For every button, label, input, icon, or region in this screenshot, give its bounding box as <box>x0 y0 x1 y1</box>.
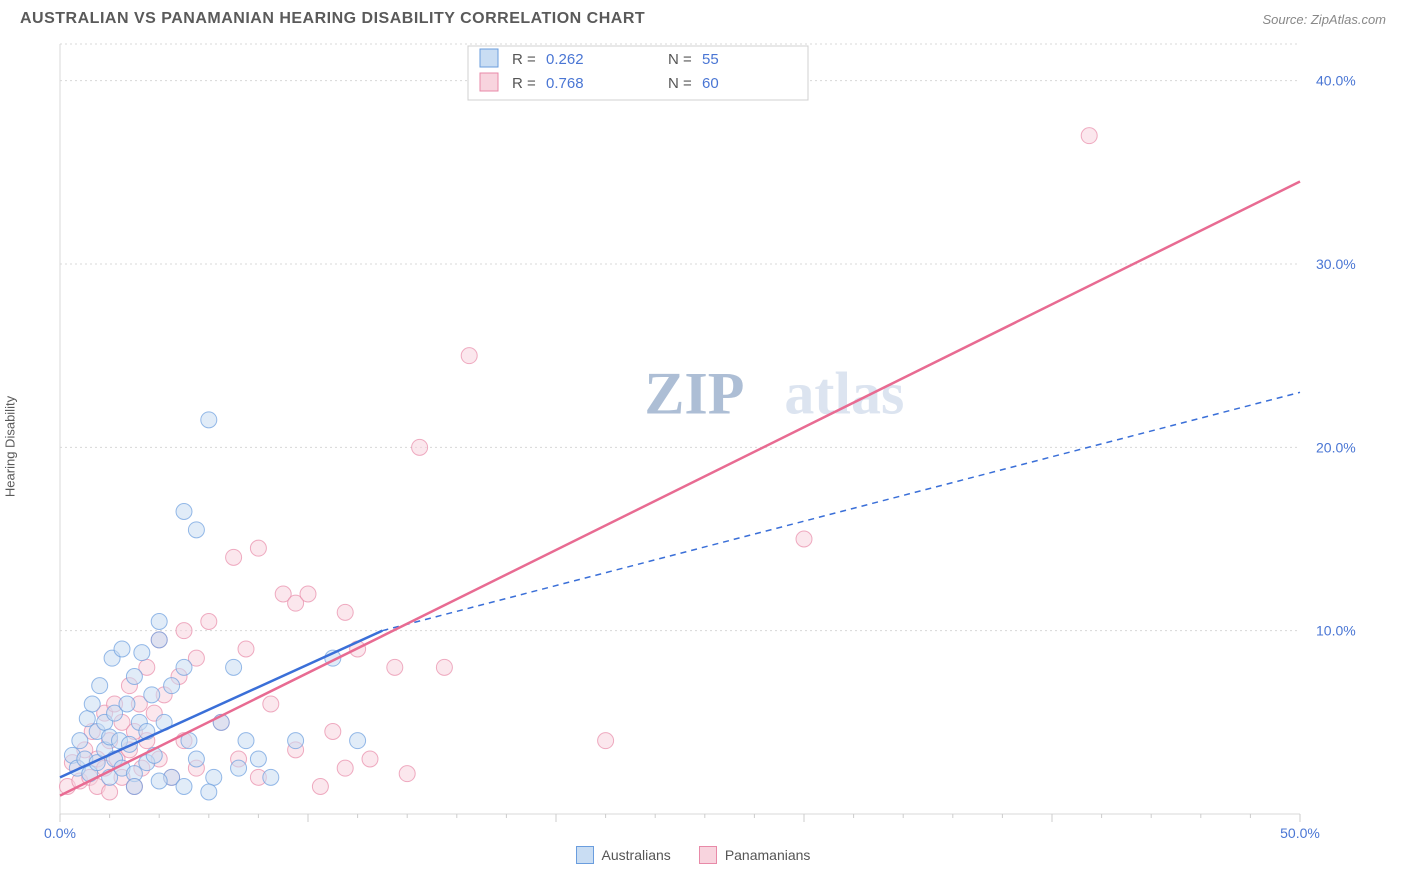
data-point <box>1081 128 1097 144</box>
data-point <box>144 687 160 703</box>
data-point <box>164 678 180 694</box>
trend-line-panamanians <box>60 182 1300 796</box>
legend-swatch <box>480 73 498 91</box>
legend-swatch <box>699 846 717 864</box>
data-point <box>598 733 614 749</box>
legend-r-value: 0.262 <box>546 51 584 68</box>
data-point <box>72 733 88 749</box>
legend-n-value: 60 <box>702 75 719 92</box>
data-point <box>176 779 192 795</box>
trend-line-australians-extrapolated <box>382 392 1300 630</box>
data-point <box>250 540 266 556</box>
data-point <box>176 659 192 675</box>
y-axis-label: Hearing Disability <box>3 396 18 497</box>
data-point <box>461 348 477 364</box>
data-point <box>362 751 378 767</box>
legend-n-label: N = <box>668 75 692 92</box>
data-point <box>188 522 204 538</box>
y-tick-label: 10.0% <box>1316 623 1356 639</box>
data-point <box>796 531 812 547</box>
data-point <box>231 760 247 776</box>
data-point <box>226 659 242 675</box>
data-point <box>337 760 353 776</box>
data-point <box>102 784 118 800</box>
data-point <box>387 659 403 675</box>
data-point <box>312 779 328 795</box>
data-point <box>201 784 217 800</box>
data-point <box>263 769 279 785</box>
data-point <box>151 632 167 648</box>
legend-swatch <box>576 846 594 864</box>
data-point <box>151 614 167 630</box>
data-point <box>412 439 428 455</box>
data-point <box>238 641 254 657</box>
data-point <box>436 659 452 675</box>
data-point <box>114 641 130 657</box>
data-point <box>176 504 192 520</box>
y-tick-label: 40.0% <box>1316 73 1356 89</box>
legend-r-label: R = <box>512 51 536 68</box>
data-point <box>126 669 142 685</box>
legend-swatch <box>480 49 498 67</box>
data-point <box>134 645 150 661</box>
y-tick-label: 20.0% <box>1316 439 1356 455</box>
legend-n-label: N = <box>668 51 692 68</box>
data-point <box>201 614 217 630</box>
legend-label: Australians <box>602 847 671 863</box>
x-tick-label: 50.0% <box>1280 825 1320 841</box>
legend-r-label: R = <box>512 75 536 92</box>
chart-title: AUSTRALIAN VS PANAMANIAN HEARING DISABIL… <box>20 10 645 28</box>
data-point <box>92 678 108 694</box>
data-point <box>201 412 217 428</box>
data-point <box>288 733 304 749</box>
legend-r-value: 0.768 <box>546 75 584 92</box>
correlation-scatter-chart: ZIP atlas 10.0% 20.0% 30.0% 40.0% 0.0% 50.0% R =… <box>20 34 1386 844</box>
data-point <box>238 733 254 749</box>
x-tick-label: 0.0% <box>44 825 76 841</box>
data-point <box>206 769 222 785</box>
watermark: ZIP <box>644 361 744 427</box>
source-attribution: Source: ZipAtlas.com <box>1262 12 1386 27</box>
data-point <box>325 724 341 740</box>
y-tick-label: 30.0% <box>1316 256 1356 272</box>
data-point <box>350 733 366 749</box>
data-point <box>84 696 100 712</box>
legend-label: Panamanians <box>725 847 811 863</box>
data-point <box>337 604 353 620</box>
series-legend: Australians Panamanians <box>0 844 1406 864</box>
data-point <box>399 766 415 782</box>
data-point <box>226 549 242 565</box>
data-point <box>250 751 266 767</box>
data-point <box>188 751 204 767</box>
data-point <box>176 623 192 639</box>
data-point <box>263 696 279 712</box>
data-point <box>119 696 135 712</box>
data-point <box>126 779 142 795</box>
data-point <box>300 586 316 602</box>
watermark: atlas <box>784 361 904 427</box>
legend-n-value: 55 <box>702 51 719 68</box>
data-point <box>151 773 167 789</box>
